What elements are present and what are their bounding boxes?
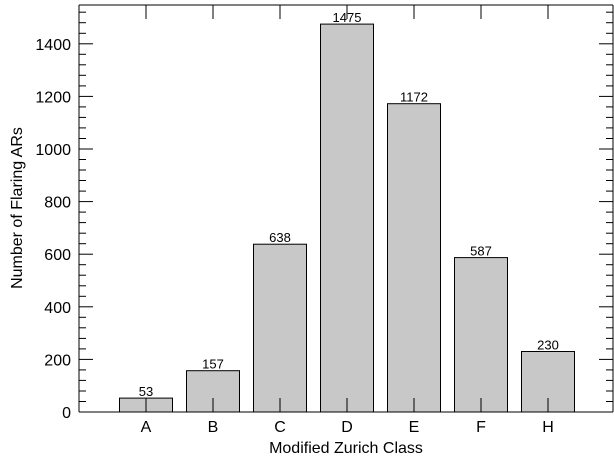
x-tick-label-h: H: [542, 419, 554, 436]
y-tick-label-600: 600: [44, 247, 71, 264]
y-tick-label-0: 0: [62, 405, 71, 422]
x-axis-title: Modified Zurich Class: [269, 440, 423, 457]
y-tick-label-1400: 1400: [35, 37, 71, 54]
data-label-a: 53: [139, 384, 153, 399]
y-tick-label-1000: 1000: [35, 142, 71, 159]
labels-layer: 53 A 157 B 638 C 1475 D 1172 E 587 F 230 H 0 200 400 600 8…: [35, 10, 558, 436]
y-tick-label-400: 400: [44, 300, 71, 317]
x-tick-label-b: B: [208, 419, 219, 436]
axes-layer: [78, 4, 614, 413]
x-tick-label-c: C: [274, 419, 286, 436]
y-tick-label-800: 800: [44, 195, 71, 212]
data-label-h: 230: [537, 338, 559, 353]
bars-layer: [119, 23, 575, 413]
ticks-layer: [79, 5, 613, 413]
y-axis-title: Number of Flaring ARs: [9, 127, 26, 289]
x-tick-label-f: F: [476, 419, 486, 436]
bar-e: [387, 103, 441, 413]
x-tick-label-d: D: [341, 419, 353, 436]
data-label-b: 157: [202, 357, 224, 372]
y-tick-label-1200: 1200: [35, 89, 71, 106]
bar-c: [253, 243, 307, 413]
data-label-f: 587: [470, 244, 492, 259]
bar-f: [454, 257, 508, 413]
y-tick-label-200: 200: [44, 352, 71, 369]
data-label-d: 1475: [333, 10, 362, 25]
data-label-e: 1172: [400, 90, 428, 105]
data-label-c: 638: [269, 230, 291, 245]
x-tick-label-e: E: [409, 419, 420, 436]
bar-d: [320, 23, 374, 413]
x-tick-label-a: A: [141, 419, 152, 436]
